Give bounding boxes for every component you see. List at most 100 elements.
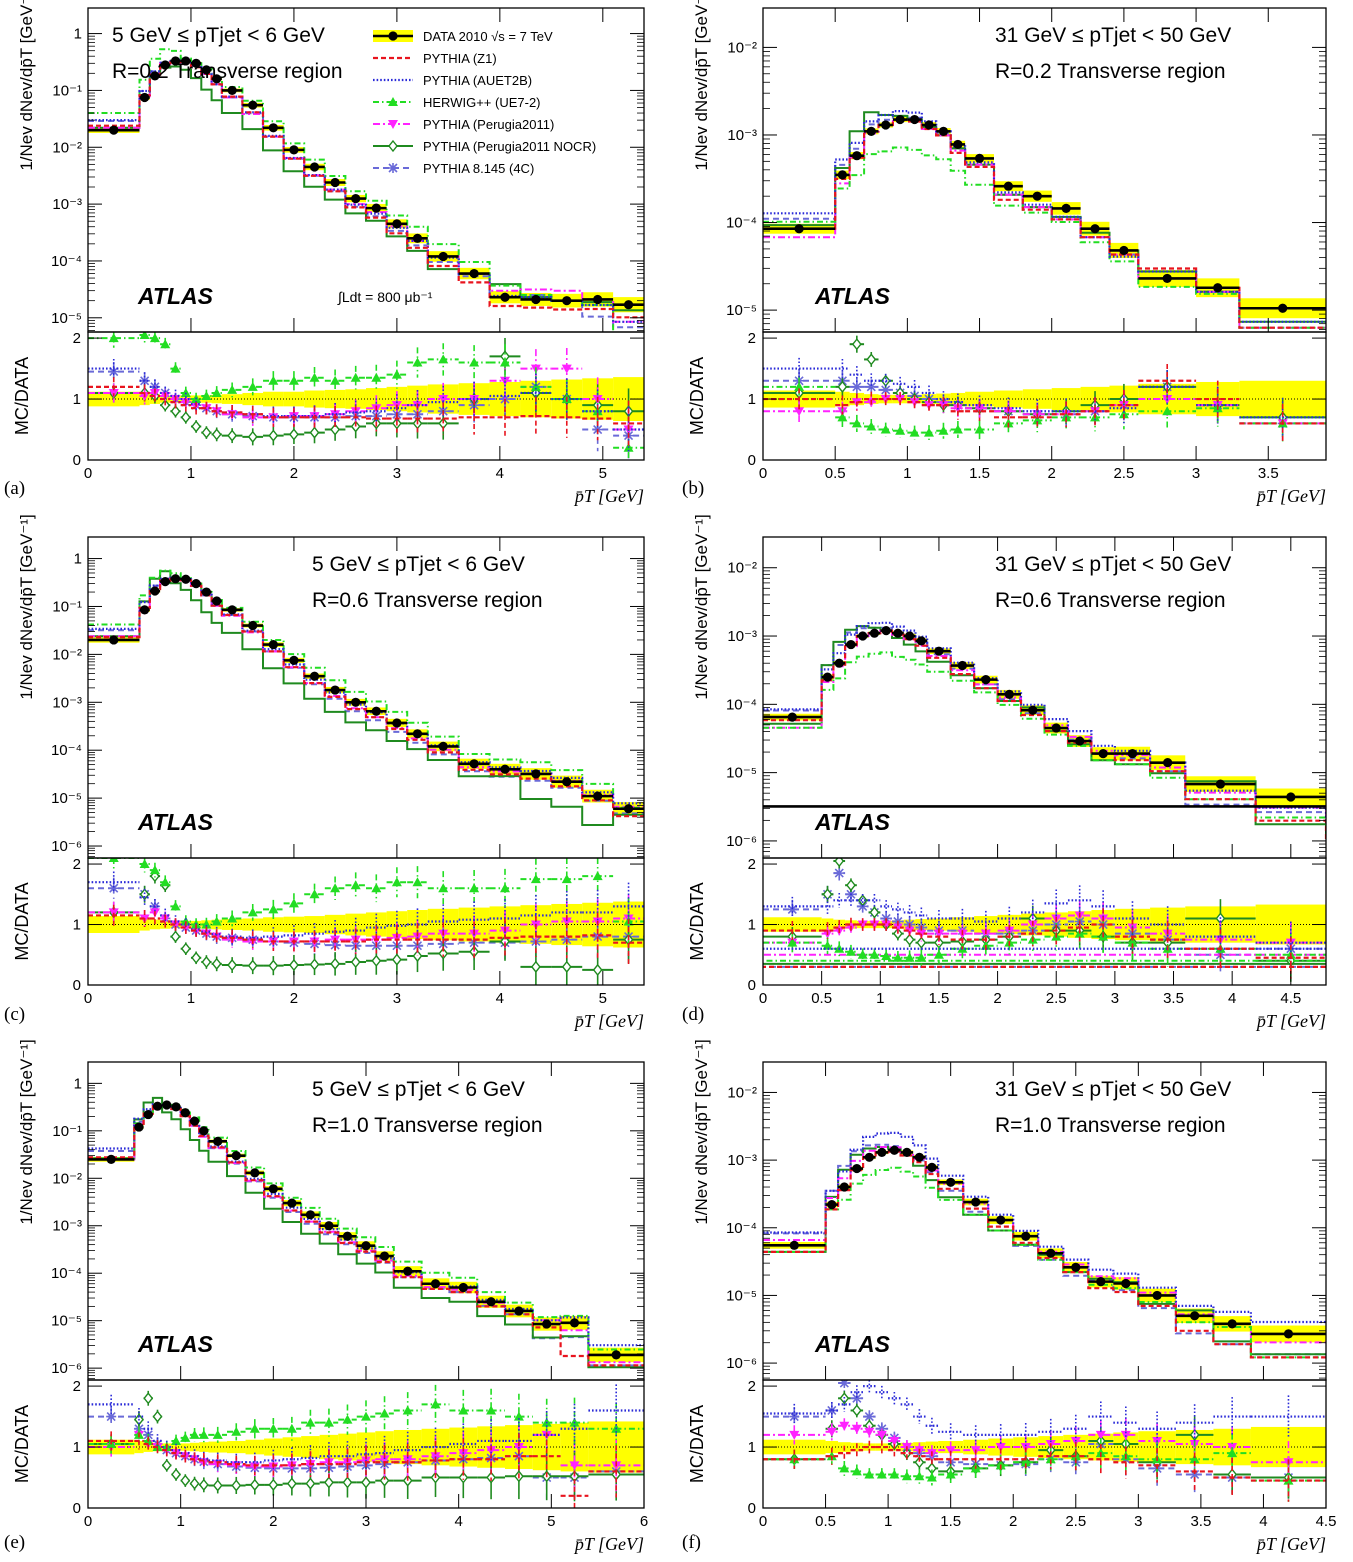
marker-triangle (469, 883, 480, 893)
ratio-plot (88, 332, 644, 460)
xtick-label: 3 (393, 465, 401, 482)
ytick-label: 10⁻⁵ (726, 765, 757, 782)
marker-triangle (916, 952, 927, 962)
data-point (469, 759, 479, 769)
marker-triangle-down (857, 920, 868, 930)
data-point (0, 802, 5, 811)
data-point (152, 1101, 163, 1111)
ratio-axis-title: MC/DATA (687, 1405, 707, 1483)
marker-triangle-down (561, 917, 572, 927)
data-point (250, 1168, 260, 1178)
data-point (351, 193, 361, 204)
data-point (213, 1136, 223, 1146)
marker-triangle-down (892, 923, 903, 933)
data-point (189, 1116, 200, 1126)
mc-histogram-nocr (88, 65, 644, 312)
marker-triangle (876, 1469, 887, 1479)
marker-triangle (371, 883, 382, 893)
data-point (1098, 748, 1108, 759)
marker-triangle (845, 946, 856, 956)
ratio-uncertainty-band (324, 389, 346, 409)
data-point (1061, 203, 1071, 214)
data-point (889, 1145, 899, 1155)
marker-star (880, 384, 891, 395)
marker-diamond (268, 429, 279, 442)
data-point (309, 671, 320, 681)
marker-diamond (330, 957, 341, 970)
data-point (852, 151, 862, 161)
data-point (150, 586, 160, 596)
marker-triangle (170, 901, 181, 911)
ytick-label: 10⁻⁵ (726, 1287, 757, 1304)
ratio-uncertainty-band (338, 1433, 357, 1461)
ratio-axis-title: MC/DATA (12, 882, 32, 960)
data-point (1021, 1231, 1031, 1241)
marker-star (592, 931, 603, 942)
data-point (412, 233, 423, 243)
marker-triangle (869, 949, 880, 959)
data-point (170, 574, 181, 584)
ratio-plot (763, 335, 1326, 443)
data-point (438, 741, 448, 752)
marker-diamond (247, 430, 258, 443)
legend-data-marker (388, 31, 398, 41)
xtick-label: 3 (1134, 1513, 1142, 1530)
radius-region-label: R=0.6 Transverse region (995, 589, 1226, 612)
data-point (199, 1126, 209, 1136)
ratio-uncertainty-band (263, 917, 284, 932)
data-point (846, 639, 856, 650)
panel-d: 10⁻⁶ 10⁻⁵ 10⁻⁴ 10⁻³ 10⁻² 0 1 2 0 0.5 1 1.5 2 2.5 3 3.5 4… (0, 514, 1327, 1031)
marker-diamond (851, 338, 862, 351)
data-point (201, 65, 212, 75)
data-point (1162, 273, 1172, 284)
marker-diamond (201, 426, 212, 439)
data-point (106, 1154, 116, 1164)
marker-triangle (1189, 1454, 1200, 1464)
ratio-uncertainty-band (242, 392, 264, 406)
xtick-label: 1 (876, 990, 884, 1007)
marker-triangle (379, 1408, 390, 1418)
ratio-ytick-label: 2 (748, 856, 756, 873)
data-point (150, 71, 160, 81)
marker-triangle (211, 916, 222, 926)
data-point (852, 1163, 862, 1174)
panel-letter: (a) (4, 478, 25, 499)
ratio-ytick-label: 2 (748, 330, 756, 347)
marker-triangle (1020, 1457, 1031, 1467)
marker-star (839, 1380, 850, 1389)
ytick-label: 10⁻² (52, 139, 82, 156)
ratio-ytick-label: 2 (748, 1378, 756, 1395)
data-point (361, 1241, 371, 1251)
marker-diamond (866, 353, 877, 366)
marker-triangle (247, 381, 258, 391)
xtick-label: 5 (599, 990, 607, 1007)
data-point (562, 296, 572, 306)
marker-triangle (881, 950, 892, 960)
marker-triangle-down (826, 1427, 837, 1437)
marker-triangle-down (388, 120, 398, 129)
xtick-label: 2.5 (1113, 465, 1134, 482)
main-plot (0, 621, 1326, 843)
ytick-label: 10⁻⁴ (726, 696, 757, 713)
ratio-ytick-label: 1 (73, 917, 81, 934)
xtick-label: 4 (454, 1513, 462, 1530)
marker-diamond (170, 930, 181, 943)
marker-diamond (211, 428, 222, 441)
data-point (171, 1102, 181, 1112)
xtick-label: 0 (759, 1513, 767, 1530)
main-plot (88, 569, 644, 826)
data-point (309, 162, 320, 172)
data-point (593, 294, 603, 305)
xtick-label: 2 (1048, 465, 1056, 482)
marker-diamond (361, 1476, 371, 1489)
marker-diamond (458, 1471, 469, 1484)
ratio-ytick-label: 0 (73, 977, 81, 994)
ytick-label: 10⁻³ (727, 127, 757, 144)
panel-letter: (c) (4, 1004, 25, 1025)
ratio-uncertainty-band (245, 1439, 265, 1455)
marker-triangle-down (895, 395, 906, 405)
marker-diamond (212, 1479, 223, 1492)
marker-triangle (388, 97, 398, 106)
data-point (289, 655, 299, 665)
